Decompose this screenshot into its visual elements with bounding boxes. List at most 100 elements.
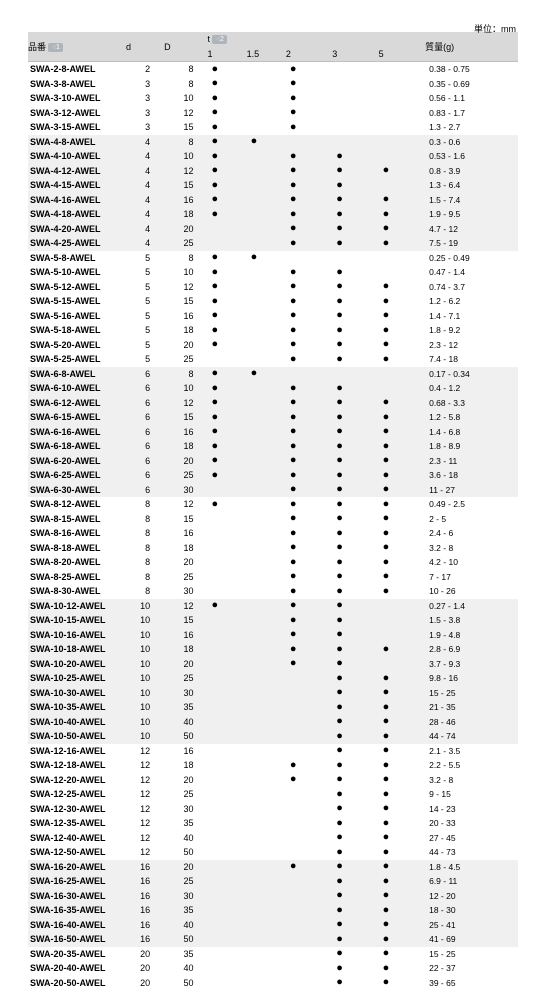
cell-t3: ●	[332, 468, 378, 483]
cell-t1: ●	[207, 178, 246, 193]
cell-D: 15	[164, 120, 207, 135]
cell-t1	[207, 715, 246, 730]
table-row: SWA-16-20-AWEL1620●●● 1.8 - 4.5	[28, 860, 518, 875]
cell-t5	[379, 628, 425, 643]
cell-t2	[286, 918, 332, 933]
cell-D: 25	[164, 236, 207, 251]
cell-D: 8	[164, 251, 207, 266]
cell-t5: ●	[379, 874, 425, 889]
table-row: SWA-10-15-AWEL1015●●1.5 - 3.8	[28, 613, 518, 628]
cell-t15	[247, 91, 286, 106]
cell-t5: ●	[379, 860, 425, 875]
cell-t2	[286, 715, 332, 730]
cell-D: 12	[164, 106, 207, 121]
cell-t5: ●	[379, 758, 425, 773]
cell-D: 30	[164, 483, 207, 498]
cell-t15	[247, 584, 286, 599]
cell-t2	[286, 889, 332, 904]
cell-part: SWA-6-25-AWEL	[28, 468, 126, 483]
cell-part: SWA-16-40-AWEL	[28, 918, 126, 933]
cell-D: 10	[164, 265, 207, 280]
cell-t3: ●	[332, 352, 378, 367]
cell-t2: ●	[286, 570, 332, 585]
cell-d: 10	[126, 686, 164, 701]
cell-t5: ●	[379, 468, 425, 483]
table-row: SWA-4-12-AWEL412●●●●0.8 - 3.9	[28, 164, 518, 179]
cell-weight: 0.83 - 1.7	[425, 106, 518, 121]
cell-t15	[247, 526, 286, 541]
cell-d: 4	[126, 222, 164, 237]
table-row: SWA-10-25-AWEL1025●●9.8 - 16	[28, 671, 518, 686]
cell-weight: 2.1 - 3.5	[425, 744, 518, 759]
cell-t1	[207, 526, 246, 541]
cell-weight: 15 - 25	[425, 947, 518, 962]
cell-D: 12	[164, 164, 207, 179]
cell-D: 50	[164, 932, 207, 947]
cell-weight: 2.8 - 6.9	[425, 642, 518, 657]
cell-t15	[247, 816, 286, 831]
table-row: SWA-16-25-AWEL1625●● 6.9 - 11	[28, 874, 518, 889]
cell-weight: 2.2 - 5.5	[425, 758, 518, 773]
cell-t2: ●	[286, 396, 332, 411]
cell-weight: 1.8 - 8.9	[425, 439, 518, 454]
cell-t3: ●	[332, 280, 378, 295]
cell-d: 4	[126, 178, 164, 193]
cell-t15	[247, 178, 286, 193]
cell-t3: ●	[332, 700, 378, 715]
cell-d: 16	[126, 903, 164, 918]
cell-t5	[379, 149, 425, 164]
cell-t5	[379, 657, 425, 672]
cell-t2	[286, 816, 332, 831]
cell-d: 6	[126, 396, 164, 411]
cell-t1: ●	[207, 323, 246, 338]
cell-weight: 25 - 41	[425, 918, 518, 933]
cell-t3: ●	[332, 410, 378, 425]
cell-D: 30	[164, 584, 207, 599]
cell-t2: ●	[286, 381, 332, 396]
cell-t15	[247, 236, 286, 251]
cell-t1	[207, 541, 246, 556]
cell-t15: ●	[247, 135, 286, 150]
cell-part: SWA-4-8-AWEL	[28, 135, 126, 150]
cell-D: 10	[164, 91, 207, 106]
cell-t15	[247, 338, 286, 353]
cell-d: 5	[126, 280, 164, 295]
cell-t15	[247, 889, 286, 904]
cell-t5	[379, 135, 425, 150]
cell-part: SWA-10-12-AWEL	[28, 599, 126, 614]
cell-t2: ●	[286, 62, 332, 77]
cell-t5: ●	[379, 338, 425, 353]
cell-t3: ●	[332, 236, 378, 251]
cell-d: 8	[126, 541, 164, 556]
cell-t3: ●	[332, 628, 378, 643]
cell-weight: 44 - 74	[425, 729, 518, 744]
cell-D: 15	[164, 410, 207, 425]
col-t: t2	[207, 32, 425, 47]
table-row: SWA-8-18-AWEL818●●●3.2 - 8	[28, 541, 518, 556]
cell-t2	[286, 976, 332, 991]
cell-part: SWA-5-12-AWEL	[28, 280, 126, 295]
cell-t15	[247, 700, 286, 715]
cell-d: 16	[126, 874, 164, 889]
cell-t2: ●	[286, 77, 332, 92]
cell-t3: ●	[332, 831, 378, 846]
cell-t1	[207, 961, 246, 976]
cell-d: 6	[126, 425, 164, 440]
cell-t1: ●	[207, 381, 246, 396]
cell-weight: 39 - 65	[425, 976, 518, 991]
table-row: SWA-12-20-AWEL1220●●● 3.2 - 8	[28, 773, 518, 788]
table-row: SWA-4-8-AWEL48●●0.3 - 0.6	[28, 135, 518, 150]
cell-D: 25	[164, 352, 207, 367]
cell-part: SWA-10-40-AWEL	[28, 715, 126, 730]
cell-part: SWA-5-16-AWEL	[28, 309, 126, 324]
cell-t5: ●	[379, 961, 425, 976]
cell-weight: 41 - 69	[425, 932, 518, 947]
cell-weight: 1.8 - 9.2	[425, 323, 518, 338]
cell-weight: 4.7 - 12	[425, 222, 518, 237]
cell-t3: ●	[332, 207, 378, 222]
cell-d: 5	[126, 352, 164, 367]
cell-d: 3	[126, 120, 164, 135]
cell-t5: ●	[379, 831, 425, 846]
table-row: SWA-6-8-AWEL68●●0.17 - 0.34	[28, 367, 518, 382]
cell-part: SWA-4-18-AWEL	[28, 207, 126, 222]
